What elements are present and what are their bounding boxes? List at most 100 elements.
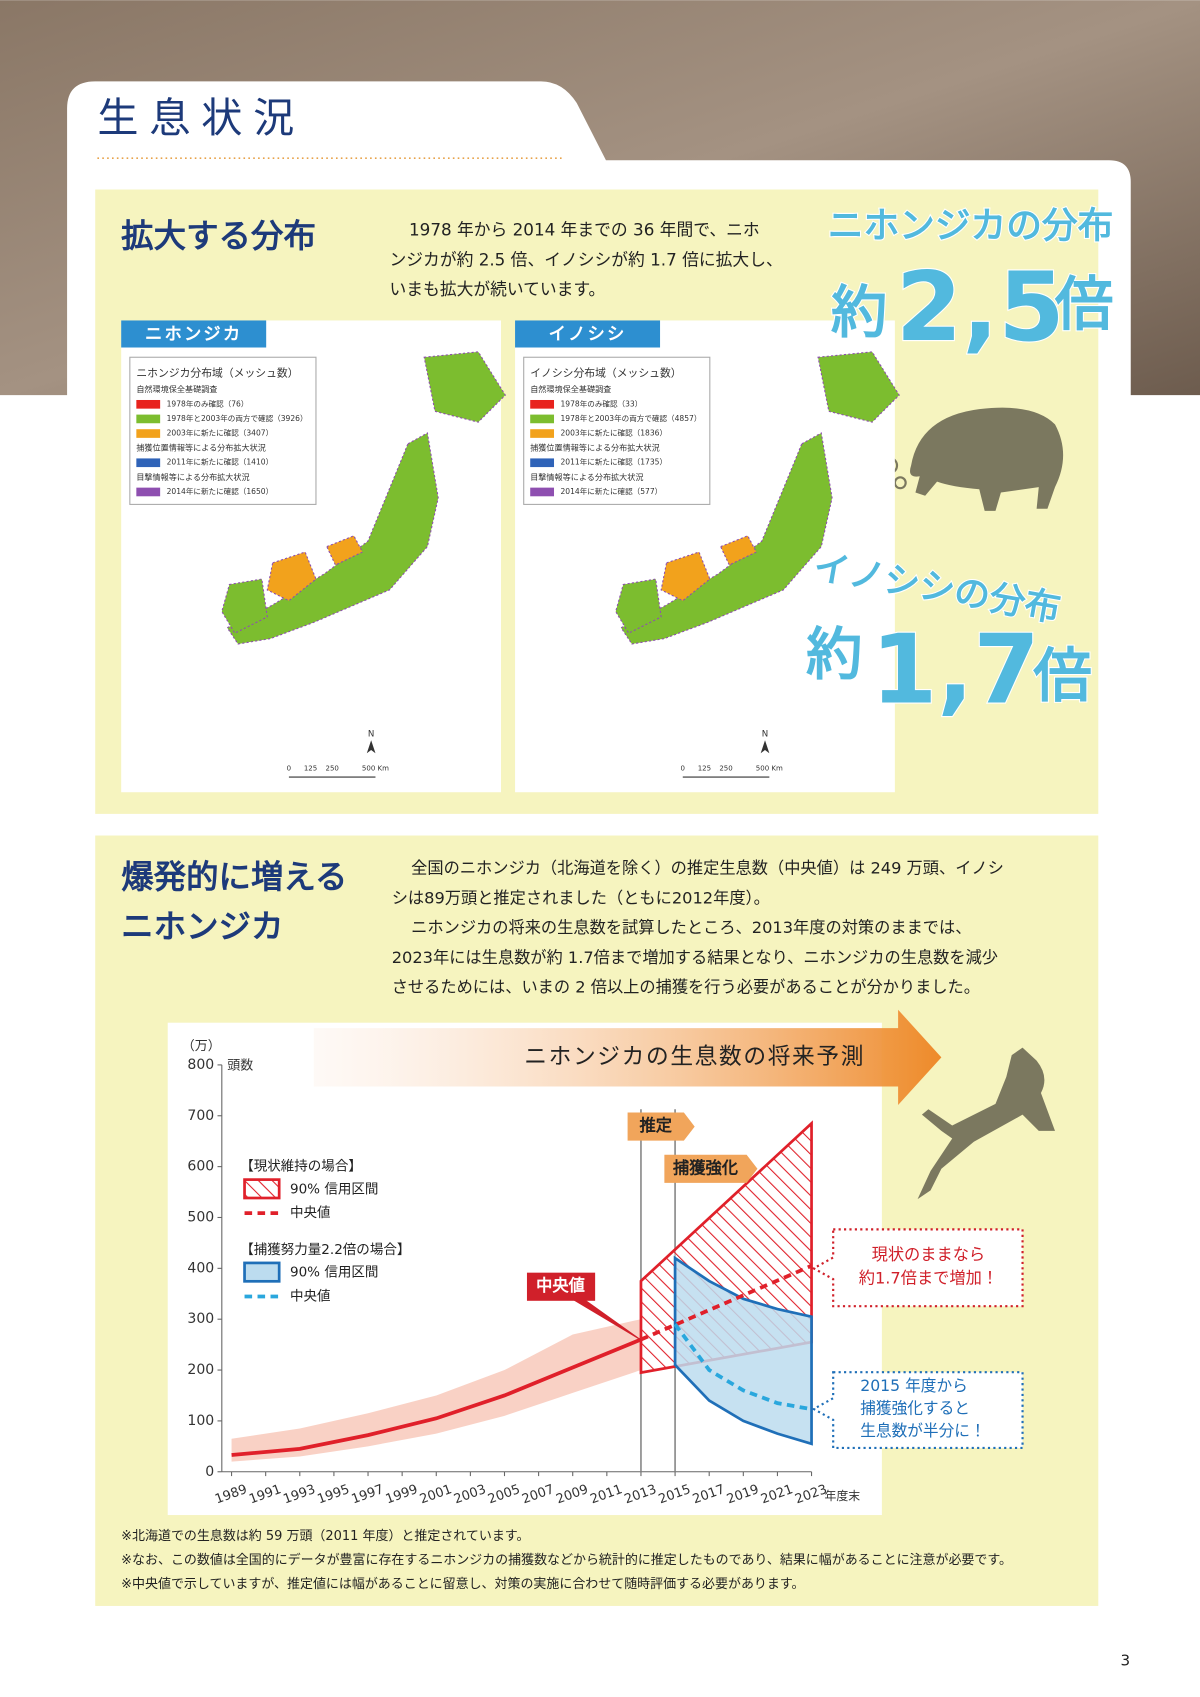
callout-number: 2,5 — [896, 253, 1065, 363]
map-legend-label: 2011年に新たに確認（1410） — [167, 457, 274, 467]
map-legend-label: 1978年と2003年の両方で確認（3926） — [167, 413, 308, 423]
y-tick-label: 800 — [187, 1057, 214, 1073]
map-legend-swatch — [530, 429, 555, 438]
capture-tag — [664, 1154, 758, 1183]
map-legend-label: 2014年に新たに確認（577） — [561, 486, 663, 496]
legend-label: 90% 信用区間 — [290, 1265, 378, 1281]
map-region — [719, 535, 758, 566]
deer-illustration — [917, 1047, 1056, 1200]
annotation: 生息数が半分に！ — [860, 1421, 985, 1440]
legend-heading: 【捕獲努力量2.2倍の場合】 — [240, 1242, 410, 1258]
legend-label: 中央値 — [290, 1205, 331, 1221]
japan-map — [615, 351, 900, 645]
map-legend-swatch — [136, 399, 161, 409]
north-marker — [760, 740, 770, 754]
scale-label: 250 — [325, 763, 338, 772]
body-text: ンジカが約 2.5 倍、イノシシが約 1.7 倍に拡大し、 — [390, 249, 783, 269]
body-text: 1978 年から 2014 年までの 36 年間で、ニホ — [409, 220, 760, 240]
y-tick-label: 300 — [187, 1311, 214, 1327]
chart-title-arrow — [313, 1009, 942, 1105]
y-tick-label: 0 — [205, 1464, 214, 1480]
footnote: ※中央値で示していますが、推定値には幅があることに留意し、対策の実施に合わせて随… — [121, 1576, 804, 1592]
y-tick-label: 500 — [187, 1209, 214, 1225]
body-text: いまも拡大が続いています。 — [390, 279, 606, 299]
map-legend-label: 2003年に新たに確認（1836） — [561, 428, 668, 438]
y-tick-label: 400 — [187, 1260, 214, 1276]
map-legend-heading: 捕獲位置情報等による分布拡大状況 — [530, 443, 660, 453]
y-tick-label: 700 — [187, 1108, 214, 1124]
north-arrow: N — [762, 729, 768, 739]
map-legend-box — [523, 356, 711, 505]
reinforced-box — [811, 1371, 1024, 1450]
map-legend-label: 1978年のみ確認（76） — [167, 398, 249, 408]
map-legend-swatch — [136, 414, 161, 424]
legend-label: 90% 信用区間 — [290, 1181, 378, 1197]
map-region — [660, 551, 711, 602]
japan-map — [221, 351, 507, 645]
annotation: 2015 年度から — [860, 1376, 968, 1395]
body-text: 2023年には生息数が約 1.7倍まで増加する結果となり、ニホンジカの生息数を減… — [392, 948, 998, 967]
credible-band — [231, 1319, 641, 1462]
body-text: 全国のニホンジカ（北海道を除く）の推定生息数（中央値）は 249 万頭、イノシ — [411, 859, 1004, 878]
annotation: 推定 — [640, 1116, 673, 1135]
footnote: ※なお、この数値は全国的にデータが豊富に存在するニホンジカの捕獲数などから統計的… — [121, 1552, 1012, 1568]
map-tab-label: ニホンジカ — [145, 325, 242, 345]
map-legend-swatch — [136, 487, 161, 497]
map-region — [423, 351, 507, 423]
median-line — [640, 1264, 813, 1342]
legend-heading: 【現状維持の場合】 — [240, 1159, 362, 1175]
map-legend-swatch — [530, 414, 555, 424]
map-legend-swatch — [136, 429, 161, 438]
legend-label: 中央値 — [290, 1288, 331, 1304]
scale-label: 0 — [287, 763, 291, 772]
scale-label: 250 — [719, 763, 732, 772]
map-tab-label: イノシシ — [549, 325, 627, 345]
status-quo-box — [811, 1228, 1024, 1308]
scale-label: 500 Km — [362, 763, 389, 772]
median-line — [231, 1337, 642, 1457]
section-title: ニホンジカ — [121, 908, 283, 946]
map-legend-label: 2003年に新たに確認（3407） — [167, 428, 274, 438]
map-legend-swatch — [530, 458, 555, 468]
y-tick-label: 100 — [187, 1413, 214, 1429]
body-text: させるためには、いまの 2 倍以上の捕獲を行う必要があることが分かりました。 — [392, 978, 980, 997]
page-number: 3 — [1121, 1652, 1131, 1670]
scale-label: 125 — [698, 763, 711, 772]
legend-swatch — [243, 1261, 281, 1283]
north-arrow: N — [368, 729, 374, 739]
map-legend-title: ニホンジカ分布域（メッシュ数） — [136, 366, 298, 379]
callout-suffix: 倍 — [1054, 271, 1113, 339]
map-legend-heading: 自然環境保全基礎調査 — [136, 384, 217, 394]
body-text: ニホンジカの将来の生息数を試算したところ、2013年度の対策のままでは、 — [411, 918, 971, 937]
y-tick-label: 600 — [187, 1159, 214, 1175]
map-legend-label: 2011年に新たに確認（1735） — [561, 457, 668, 467]
map-legend-label: 2014年に新たに確認（1650） — [167, 486, 274, 496]
section-title: 拡大する分布 — [121, 217, 316, 255]
map-region — [615, 578, 662, 634]
map-legend-heading: 目撃情報等による分布拡大状況 — [530, 472, 643, 482]
map-region — [226, 432, 439, 645]
map-legend-title: イノシシ分布域（メッシュ数） — [530, 366, 681, 379]
map-legend-label: 1978年と2003年の両方で確認（4857） — [561, 413, 702, 423]
median-tag — [526, 1272, 596, 1301]
annotation: 現状のままなら — [872, 1245, 986, 1264]
north-marker — [366, 740, 376, 754]
annotation: 捕獲強化 — [673, 1158, 739, 1177]
y-axis-unit: （万） — [182, 1039, 221, 1054]
map-legend-heading: 目撃情報等による分布拡大状況 — [136, 472, 249, 482]
map-region — [326, 535, 364, 566]
callout-suffix: 倍 — [1032, 642, 1091, 710]
map-legend-swatch — [530, 487, 555, 497]
callout-prefix: 約 — [831, 281, 887, 346]
scale-label: 125 — [304, 763, 317, 772]
page-title: 生息状況 — [97, 94, 305, 142]
chart-title: ニホンジカの生息数の将来予測 — [524, 1044, 865, 1070]
scale-label: 500 Km — [756, 763, 783, 772]
map-legend-box — [129, 356, 317, 505]
callout-label: ニホンジカの分布 — [828, 205, 1114, 246]
y-tick-label: 200 — [187, 1362, 214, 1378]
annotation: 中央値 — [536, 1276, 585, 1295]
map-region — [266, 551, 317, 602]
